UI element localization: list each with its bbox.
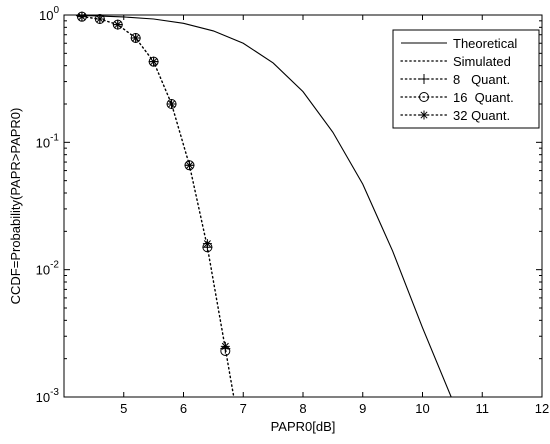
y-tick-base: 10 [36, 263, 50, 278]
y-tick-base: 10 [36, 390, 50, 405]
data-point-star [95, 14, 105, 24]
legend-entry-label: 32 Quant. [453, 108, 510, 123]
series-layer [75, 15, 452, 397]
legend-marker-star [419, 110, 429, 120]
data-point-star [184, 160, 194, 170]
x-tick-label: 7 [240, 401, 247, 416]
y-tick-exponent: -2 [50, 260, 59, 271]
y-tick-label: 10-3 [36, 387, 60, 405]
legend-entry-label: 8 Quant. [453, 72, 510, 87]
legend: Theoretical Simulated 8 Quant. 16 Quant. 32 … [392, 29, 540, 129]
x-tick-label: 11 [476, 401, 490, 416]
y-axis-label: CCDF=Probability(PAPR>PAPR0) [8, 108, 23, 305]
x-tick-label: 5 [120, 401, 127, 416]
y-tick-exponent: -1 [50, 132, 59, 143]
x-tick-label: 10 [415, 401, 429, 416]
x-axis-label: PAPR0[dB] [271, 419, 336, 434]
data-point-star [113, 20, 123, 30]
legend-entry-label: 16 Quant. [453, 90, 514, 105]
data-point-star [220, 341, 230, 351]
legend-marker-circle [419, 92, 429, 102]
data-point-star [167, 99, 177, 109]
y-tick-exponent: 0 [53, 5, 59, 16]
y-tick-base: 10 [36, 135, 50, 150]
marker-layer [76, 11, 231, 356]
data-point-star [131, 33, 141, 43]
y-tick-base: 10 [39, 8, 53, 23]
data-point-star [77, 12, 87, 22]
x-tick-label: 9 [359, 401, 366, 416]
legend-box [392, 29, 540, 129]
data-point-star [149, 57, 159, 67]
y-tick-exponent: -3 [50, 387, 59, 398]
legend-entry-label: Simulated [453, 54, 511, 69]
simulated-line [81, 15, 235, 397]
x-tick-label: 6 [180, 401, 187, 416]
y-tick-label: 100 [39, 5, 59, 23]
legend-entry-label: Theoretical [453, 36, 517, 51]
x-tick-label: 8 [299, 401, 306, 416]
data-point-star [202, 239, 212, 249]
x-tick-label: 12 [535, 401, 549, 416]
theoretical-line [75, 15, 452, 397]
legend-marker-plus [419, 74, 429, 84]
y-tick-label: 10-1 [36, 132, 60, 150]
y-tick-label: 10-2 [36, 260, 60, 278]
